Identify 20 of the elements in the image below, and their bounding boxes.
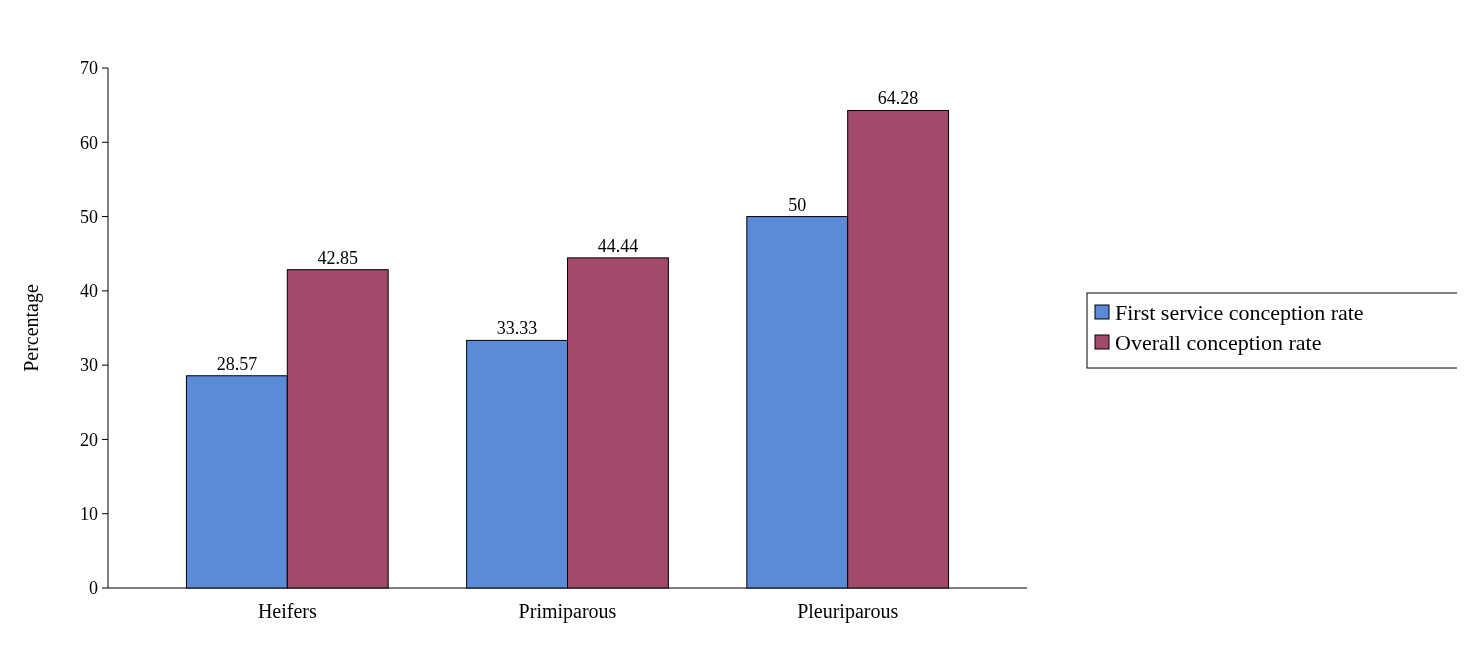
data-label: 64.28 — [877, 88, 919, 109]
y-tick-label: 60 — [80, 132, 98, 153]
x-tick-label: Pleuriparous — [797, 600, 899, 623]
y-tick-label: 50 — [80, 206, 98, 227]
y-tick-label: 30 — [80, 355, 98, 376]
x-tick-label: Heifers — [257, 600, 317, 622]
y-tick-label: 0 — [89, 578, 98, 599]
y-axis-title: Percentage — [20, 284, 43, 372]
data-label: 28.57 — [216, 353, 258, 374]
y-tick-label: 10 — [80, 504, 98, 525]
y-tick-label: 20 — [80, 429, 98, 450]
data-label: 42.85 — [317, 247, 358, 268]
data-label: 50 — [788, 194, 807, 215]
data-label: 44.44 — [597, 235, 639, 256]
legend-label: Overall conception rate — [1115, 329, 1322, 355]
y-tick-label: 40 — [80, 281, 98, 302]
x-tick-label: Primiparous — [518, 600, 617, 623]
legend-label: First service conception rate — [1115, 299, 1364, 325]
data-label: 33.33 — [496, 318, 538, 339]
y-tick-label: 70 — [80, 58, 98, 79]
